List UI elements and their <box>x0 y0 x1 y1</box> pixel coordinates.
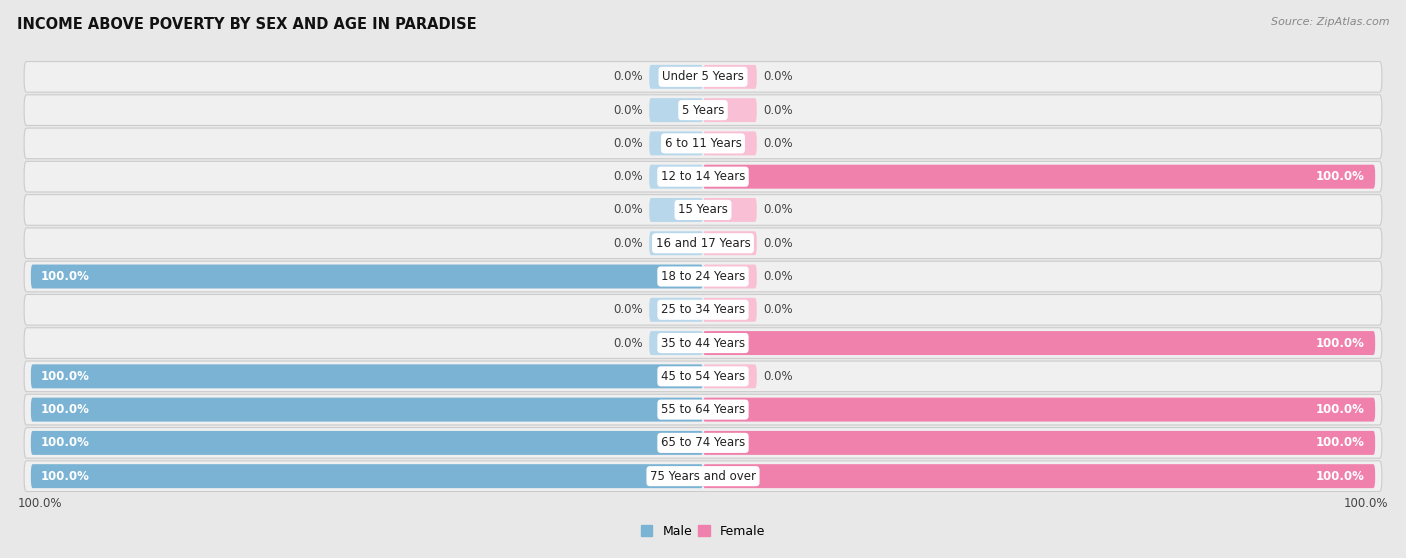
Text: 6 to 11 Years: 6 to 11 Years <box>665 137 741 150</box>
FancyBboxPatch shape <box>703 98 756 122</box>
Text: 0.0%: 0.0% <box>613 104 643 117</box>
FancyBboxPatch shape <box>24 61 1382 92</box>
Text: 0.0%: 0.0% <box>763 237 793 250</box>
FancyBboxPatch shape <box>703 198 756 222</box>
Text: 100.0%: 100.0% <box>1344 497 1389 510</box>
FancyBboxPatch shape <box>24 295 1382 325</box>
Text: 100.0%: 100.0% <box>1316 403 1365 416</box>
FancyBboxPatch shape <box>650 198 703 222</box>
FancyBboxPatch shape <box>650 165 703 189</box>
FancyBboxPatch shape <box>24 95 1382 126</box>
Text: 15 Years: 15 Years <box>678 204 728 217</box>
FancyBboxPatch shape <box>24 228 1382 258</box>
FancyBboxPatch shape <box>703 264 756 288</box>
FancyBboxPatch shape <box>24 161 1382 192</box>
Text: 0.0%: 0.0% <box>613 170 643 183</box>
FancyBboxPatch shape <box>650 98 703 122</box>
Text: 0.0%: 0.0% <box>763 104 793 117</box>
Text: 75 Years and over: 75 Years and over <box>650 470 756 483</box>
FancyBboxPatch shape <box>650 132 703 155</box>
Text: 0.0%: 0.0% <box>763 70 793 83</box>
Text: 0.0%: 0.0% <box>613 237 643 250</box>
Text: Under 5 Years: Under 5 Years <box>662 70 744 83</box>
FancyBboxPatch shape <box>650 298 703 322</box>
Text: 0.0%: 0.0% <box>763 204 793 217</box>
FancyBboxPatch shape <box>650 331 703 355</box>
Text: 0.0%: 0.0% <box>763 370 793 383</box>
Text: 100.0%: 100.0% <box>41 370 90 383</box>
Text: 100.0%: 100.0% <box>1316 170 1365 183</box>
Text: 0.0%: 0.0% <box>613 336 643 349</box>
Legend: Male, Female: Male, Female <box>636 519 770 543</box>
FancyBboxPatch shape <box>703 132 756 155</box>
Text: 0.0%: 0.0% <box>763 137 793 150</box>
Text: 5 Years: 5 Years <box>682 104 724 117</box>
FancyBboxPatch shape <box>703 298 756 322</box>
FancyBboxPatch shape <box>703 65 756 89</box>
FancyBboxPatch shape <box>31 264 703 288</box>
FancyBboxPatch shape <box>24 128 1382 158</box>
Text: 100.0%: 100.0% <box>17 497 62 510</box>
Text: 0.0%: 0.0% <box>613 304 643 316</box>
Text: 45 to 54 Years: 45 to 54 Years <box>661 370 745 383</box>
Text: Source: ZipAtlas.com: Source: ZipAtlas.com <box>1271 17 1389 27</box>
FancyBboxPatch shape <box>703 231 756 255</box>
Text: 0.0%: 0.0% <box>613 70 643 83</box>
Text: 55 to 64 Years: 55 to 64 Years <box>661 403 745 416</box>
Text: 100.0%: 100.0% <box>41 270 90 283</box>
Text: 0.0%: 0.0% <box>613 137 643 150</box>
FancyBboxPatch shape <box>24 261 1382 292</box>
FancyBboxPatch shape <box>31 464 703 488</box>
FancyBboxPatch shape <box>31 431 703 455</box>
FancyBboxPatch shape <box>24 195 1382 225</box>
Text: 0.0%: 0.0% <box>763 270 793 283</box>
Text: 0.0%: 0.0% <box>763 304 793 316</box>
FancyBboxPatch shape <box>703 431 1375 455</box>
Text: 100.0%: 100.0% <box>41 403 90 416</box>
FancyBboxPatch shape <box>24 427 1382 458</box>
FancyBboxPatch shape <box>703 165 1375 189</box>
Text: 65 to 74 Years: 65 to 74 Years <box>661 436 745 449</box>
FancyBboxPatch shape <box>24 461 1382 492</box>
FancyBboxPatch shape <box>703 364 756 388</box>
FancyBboxPatch shape <box>31 398 703 422</box>
FancyBboxPatch shape <box>24 328 1382 358</box>
Text: 100.0%: 100.0% <box>41 470 90 483</box>
Text: 35 to 44 Years: 35 to 44 Years <box>661 336 745 349</box>
Text: 100.0%: 100.0% <box>41 436 90 449</box>
FancyBboxPatch shape <box>650 65 703 89</box>
FancyBboxPatch shape <box>24 395 1382 425</box>
Text: 16 and 17 Years: 16 and 17 Years <box>655 237 751 250</box>
Text: 0.0%: 0.0% <box>613 204 643 217</box>
FancyBboxPatch shape <box>703 464 1375 488</box>
FancyBboxPatch shape <box>24 361 1382 392</box>
Text: INCOME ABOVE POVERTY BY SEX AND AGE IN PARADISE: INCOME ABOVE POVERTY BY SEX AND AGE IN P… <box>17 17 477 32</box>
Text: 25 to 34 Years: 25 to 34 Years <box>661 304 745 316</box>
Text: 18 to 24 Years: 18 to 24 Years <box>661 270 745 283</box>
FancyBboxPatch shape <box>31 364 703 388</box>
Text: 100.0%: 100.0% <box>1316 470 1365 483</box>
Text: 100.0%: 100.0% <box>1316 336 1365 349</box>
Text: 100.0%: 100.0% <box>1316 436 1365 449</box>
Text: 12 to 14 Years: 12 to 14 Years <box>661 170 745 183</box>
FancyBboxPatch shape <box>650 231 703 255</box>
FancyBboxPatch shape <box>703 331 1375 355</box>
FancyBboxPatch shape <box>703 398 1375 422</box>
